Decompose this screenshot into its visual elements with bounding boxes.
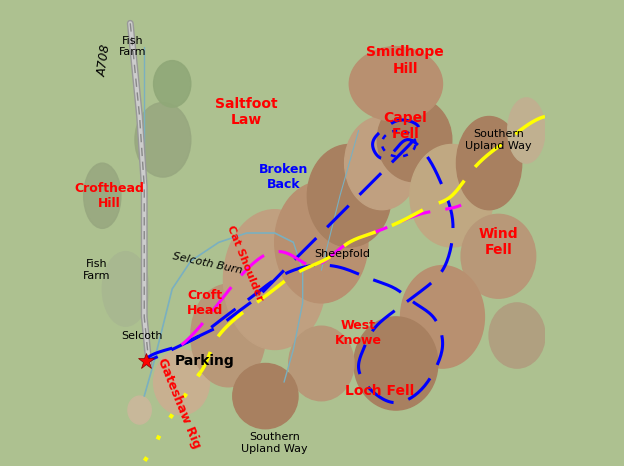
Text: West
Knowe: West Knowe [335,319,382,347]
Ellipse shape [191,284,265,387]
Ellipse shape [154,61,191,107]
Text: Croft
Head: Croft Head [187,289,223,317]
Text: Gateshaw Rig: Gateshaw Rig [155,356,203,450]
Ellipse shape [457,116,522,210]
Text: Parking: Parking [175,354,234,368]
Text: Sheepfold: Sheepfold [314,249,370,259]
Ellipse shape [344,116,419,210]
Ellipse shape [489,303,545,368]
Ellipse shape [410,144,494,247]
Text: Selcoth: Selcoth [121,330,163,341]
Text: Wind
Fell: Wind Fell [479,227,518,257]
Ellipse shape [135,103,191,177]
Text: Cat Shoulder: Cat Shoulder [225,224,264,302]
Ellipse shape [154,350,210,415]
Text: Capel
Fell: Capel Fell [383,111,427,141]
Ellipse shape [401,266,484,368]
Text: Loch Fell: Loch Fell [345,384,414,398]
Ellipse shape [508,98,545,163]
Text: Broken
Back: Broken Back [260,163,309,191]
Ellipse shape [308,144,391,247]
Ellipse shape [233,363,298,429]
Ellipse shape [128,396,151,424]
Ellipse shape [275,182,368,303]
Ellipse shape [102,252,149,326]
Ellipse shape [84,163,121,228]
Ellipse shape [354,317,438,410]
Ellipse shape [349,47,442,121]
Ellipse shape [289,326,354,401]
Text: Saltfoot
Law: Saltfoot Law [215,97,278,127]
Ellipse shape [378,98,452,182]
Text: Smidhope
Hill: Smidhope Hill [366,46,444,75]
Text: Southern
Upland Way: Southern Upland Way [241,432,308,453]
Text: Crofthead
Hill: Crofthead Hill [74,182,144,210]
Text: Fish
Farm: Fish Farm [119,36,147,57]
Ellipse shape [461,214,535,298]
Text: Selcoth Burn: Selcoth Burn [172,251,243,275]
Text: Southern
Upland Way: Southern Upland Way [465,129,532,151]
Text: Fish
Farm: Fish Farm [83,260,110,281]
Text: A708: A708 [96,44,114,77]
Ellipse shape [223,210,326,350]
